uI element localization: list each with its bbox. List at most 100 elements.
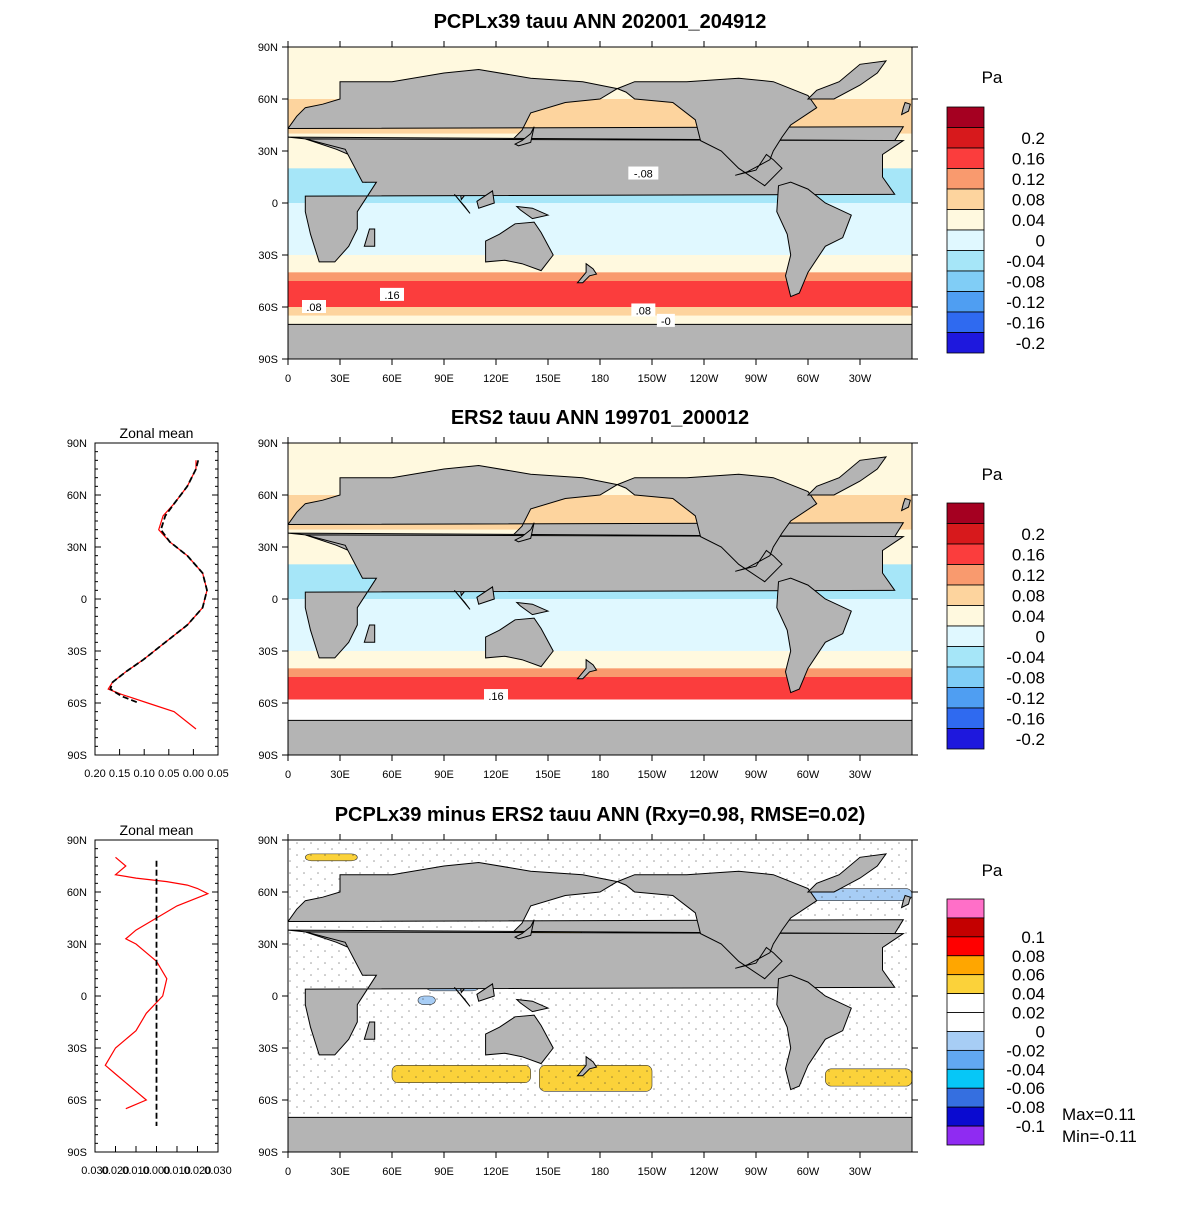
zonal-x-tick-label: 0.10 — [133, 768, 154, 780]
x-tick-label: 60E — [382, 373, 402, 385]
land-mass — [454, 193, 471, 214]
contour-label: -.08 — [634, 169, 653, 181]
y-tick-label: 90N — [258, 438, 278, 450]
field-band — [288, 272, 912, 281]
y-tick-label: 60S — [258, 302, 278, 314]
colorbar-swatch — [946, 250, 985, 272]
zonal-y-tick-label: 90S — [67, 750, 87, 762]
field-band — [288, 255, 912, 273]
land-mass — [576, 262, 598, 284]
zonal-y-tick-label: 60N — [67, 490, 87, 502]
y-tick-label: 60S — [258, 698, 278, 710]
colorbar-label: 0.2 — [1021, 129, 1045, 148]
colorbar-label: 0.02 — [1012, 1004, 1045, 1023]
land-mass — [304, 138, 905, 263]
land-mass — [515, 205, 550, 220]
colorbar-swatch — [946, 229, 985, 251]
colorbar-swatch — [946, 1031, 985, 1051]
x-tick-label: 90W — [745, 1166, 768, 1178]
y-tick-label: 90S — [258, 750, 278, 762]
x-tick-label: 90E — [434, 1166, 454, 1178]
y-tick-label: 30S — [258, 646, 278, 658]
colorbar-label: -0.16 — [1006, 313, 1045, 332]
y-tick-label: 30N — [258, 542, 278, 554]
zonal-y-tick-label: 0 — [81, 991, 87, 1003]
colorbar-swatch — [946, 1012, 985, 1032]
y-tick-label: 60N — [258, 94, 278, 106]
x-tick-label: 150W — [638, 769, 667, 781]
zonal-x-tick-label: 0.05 — [207, 768, 228, 780]
x-tick-label: 150E — [535, 373, 561, 385]
zonal-x-tick-label: 0.010 — [122, 1165, 150, 1177]
x-tick-label: 120W — [690, 373, 719, 385]
y-tick-label: 90N — [258, 835, 278, 847]
zonal-y-tick-label: 60S — [67, 698, 87, 710]
zonal-mean-title: Zonal mean — [120, 822, 194, 838]
colorbar-swatch — [946, 147, 985, 169]
y-tick-label: 60N — [258, 490, 278, 502]
zonal-x-tick-label: 0.05 — [158, 768, 179, 780]
x-tick-label: 0 — [285, 769, 291, 781]
zonal-mean-frame — [94, 442, 219, 756]
colorbar-label: -0.12 — [1006, 689, 1045, 708]
colorbar-swatch — [946, 1106, 985, 1127]
colorbar-swatch — [946, 993, 985, 1013]
colorbar-swatch — [946, 270, 985, 292]
colorbar-swatch — [946, 1087, 985, 1108]
colorbar-label: 0.06 — [1012, 966, 1045, 985]
colorbar-difference: Pa0.10.080.060.040.020-0.02-0.04-0.06-0.… — [946, 861, 1045, 1146]
field-band — [288, 668, 912, 677]
y-tick-label: 30N — [258, 939, 278, 951]
colorbar-label: -0.04 — [1006, 1060, 1045, 1079]
colorbar-swatch — [946, 168, 985, 190]
land-mass — [454, 589, 471, 610]
x-tick-label: 120W — [690, 769, 719, 781]
land-mass — [776, 577, 852, 694]
colorbar-label: 0 — [1036, 231, 1045, 250]
land-mass — [304, 931, 905, 1056]
contour-label: .16 — [488, 691, 503, 703]
y-tick-label: 60N — [258, 887, 278, 899]
x-tick-label: 60E — [382, 769, 402, 781]
zonal-y-tick-label: 30S — [67, 1043, 87, 1055]
colorbar-label: 0.08 — [1012, 586, 1045, 605]
stats-min: Min=-0.11 — [1062, 1127, 1137, 1146]
antarctica — [288, 1117, 912, 1152]
y-tick-label: 0 — [272, 991, 278, 1003]
zonal-y-tick-label: 90N — [67, 835, 87, 847]
y-tick-label: 90N — [258, 42, 278, 54]
colorbar-swatch — [946, 646, 985, 668]
zonal-y-tick-label: 90N — [67, 438, 87, 450]
land-mass — [476, 586, 495, 605]
map-panel-observation: .16 0 30E 60E 90E 120E 150E 180 150W 120W 90W 60W 30… — [258, 437, 918, 781]
y-tick-label: 30S — [258, 250, 278, 262]
land-mass — [476, 983, 495, 1002]
zonal-x-tick-label: 0.15 — [109, 768, 130, 780]
antarctica — [288, 720, 912, 755]
land-mass — [476, 190, 495, 209]
x-tick-label: 30E — [330, 373, 350, 385]
zonal-x-tick-label: 0.010 — [163, 1165, 191, 1177]
colorbar-label: 0.04 — [1012, 211, 1045, 230]
colorbar-swatch — [946, 625, 985, 647]
colorbar-swatch — [946, 543, 985, 565]
colorbar-label: -0.02 — [1006, 1041, 1045, 1060]
zonal-y-tick-label: 30S — [67, 646, 87, 658]
x-tick-label: 30E — [330, 769, 350, 781]
land-mass — [513, 126, 535, 147]
colorbar-label: -0.2 — [1016, 730, 1045, 749]
map-panel-model: -.08 .16 .08 .08 -0 0 30E 60E 90E 120E 150E 180 150W… — [258, 41, 918, 385]
y-tick-label: 90S — [258, 1147, 278, 1159]
y-tick-label: 0 — [272, 594, 278, 606]
colorbar-unit: Pa — [982, 861, 1003, 880]
x-tick-label: 0 — [285, 1166, 291, 1178]
contour-label: .08 — [636, 305, 651, 317]
colorbar-label: 0.08 — [1012, 190, 1045, 209]
land-mass — [806, 853, 888, 893]
x-tick-label: 60W — [797, 373, 820, 385]
colorbar-label: 0.12 — [1012, 170, 1045, 189]
contour-label: .08 — [306, 302, 321, 314]
land-mass — [485, 1014, 554, 1065]
zonal-x-tick-label: 0.020 — [184, 1165, 212, 1177]
land-mass — [776, 181, 852, 298]
